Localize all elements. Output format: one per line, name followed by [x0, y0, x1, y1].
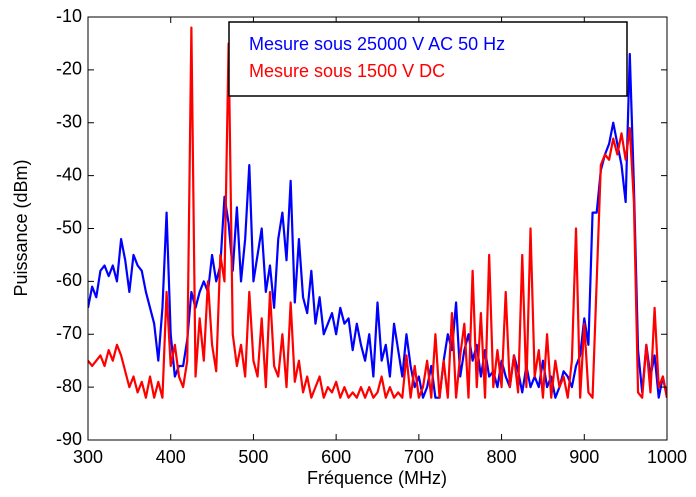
y-tick-label: -50: [56, 217, 82, 237]
x-axis-label: Fréquence (MHz): [307, 468, 447, 488]
y-tick-label: -20: [56, 59, 82, 79]
x-tick-label: 600: [321, 447, 351, 467]
y-tick-label: -30: [56, 112, 82, 132]
x-tick-label: 700: [404, 447, 434, 467]
y-tick-label: -70: [56, 323, 82, 343]
legend-label: Mesure sous 1500 V DC: [249, 61, 445, 81]
series-line: [88, 26, 667, 399]
y-tick-label: -80: [56, 376, 82, 396]
x-tick-label: 300: [73, 447, 103, 467]
y-tick-label: -10: [56, 6, 82, 26]
legend-box: [228, 21, 628, 97]
x-tick-label: 900: [569, 447, 599, 467]
x-tick-label: 800: [487, 447, 517, 467]
y-tick-label: -60: [56, 270, 82, 290]
y-axis-label: Puissance (dBm): [11, 159, 31, 296]
y-tick-label: -40: [56, 164, 82, 184]
x-tick-label: 500: [238, 447, 268, 467]
x-tick-label: 1000: [647, 447, 687, 467]
y-tick-label: -90: [56, 429, 82, 449]
legend-label: Mesure sous 25000 V AC 50 Hz: [249, 34, 505, 54]
x-tick-label: 400: [156, 447, 186, 467]
series-line: [88, 52, 667, 399]
